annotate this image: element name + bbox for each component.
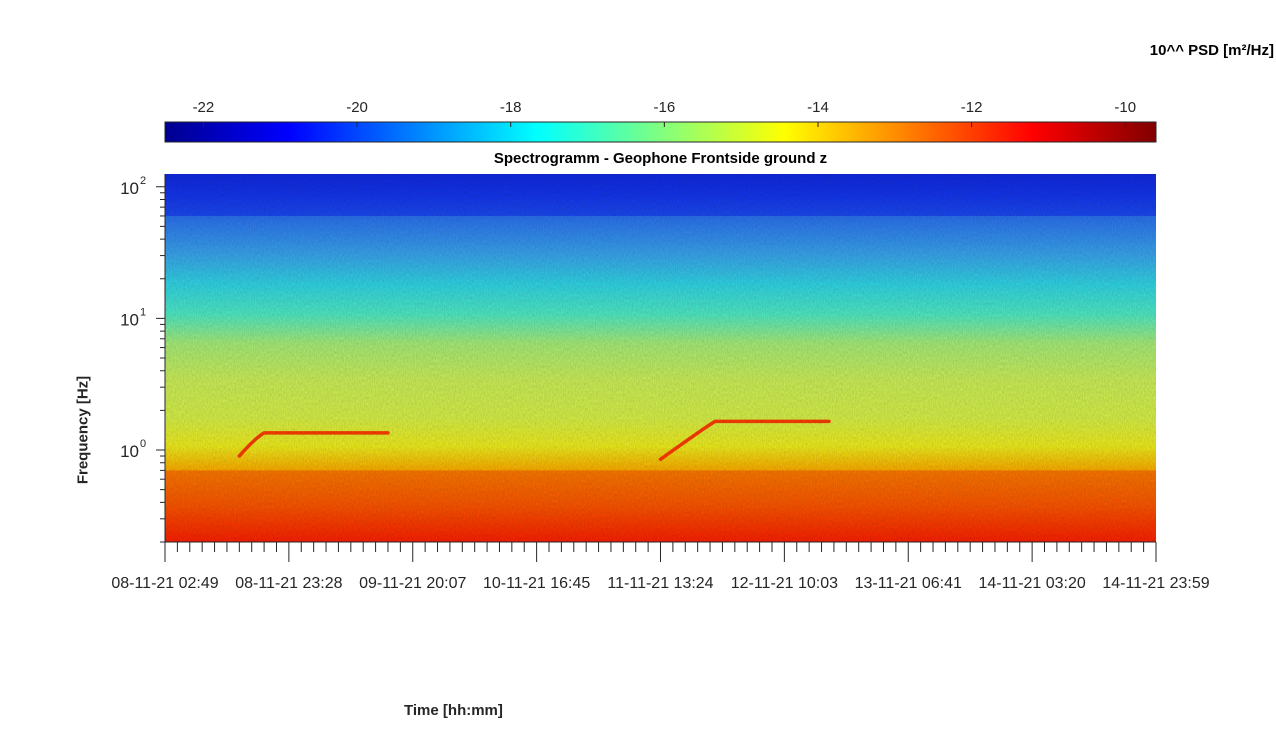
x-tick-label: 10-11-21 16:45 [483,575,590,592]
y-tick-exponent: 0 [140,438,146,450]
colorbar-label: 10^^ PSD [m²/Hz] [1149,42,1274,59]
colorbar-gradient [164,121,1157,143]
x-tick-label: 08-11-21 23:28 [235,575,342,592]
colorbar-tick-label: -22 [193,99,215,116]
spectrogram-texture [165,174,1156,542]
x-tick-label: 11-11-21 13:24 [607,575,713,592]
colorbar-tick-label: -12 [961,99,983,116]
colorbar-tick-label: -18 [500,99,522,116]
colorbar-tick-label: -10 [1114,99,1136,116]
colorbar: -22 -20 -18 -16 -14 -12 -10 [164,99,1157,143]
x-tick-label: 08-11-21 02:49 [111,575,218,592]
x-tick-label: 14-11-21 23:59 [1102,575,1209,592]
x-axis: 08-11-21 02:49 08-11-21 23:28 09-11-21 20:… [111,541,1210,592]
x-tick-label: 12-11-21 10:03 [731,575,838,592]
y-tick-exponent: 1 [140,306,146,318]
x-tick-label: 09-11-21 20:07 [359,575,466,592]
chart-title: Spectrogramm - Geophone Frontside ground… [493,150,828,167]
x-tick-label: 13-11-21 06:41 [855,575,962,592]
x-axis-label: Time [hh:mm] [404,702,503,719]
y-axis-label: Frequency [Hz] [74,375,92,485]
y-tick-label: 10 [120,442,139,461]
x-tick-label: 14-11-21 03:20 [978,575,1085,592]
y-tick-label: 10 [120,179,139,198]
colorbar-tick-label: -20 [346,99,368,116]
y-tick-exponent: 2 [140,175,146,187]
colorbar-tick-label: -14 [807,99,829,116]
y-tick-label: 10 [120,310,139,329]
colorbar-ticks: -22 -20 -18 -16 -14 -12 -10 [193,99,1136,127]
colorbar-tick-label: -16 [653,99,675,116]
